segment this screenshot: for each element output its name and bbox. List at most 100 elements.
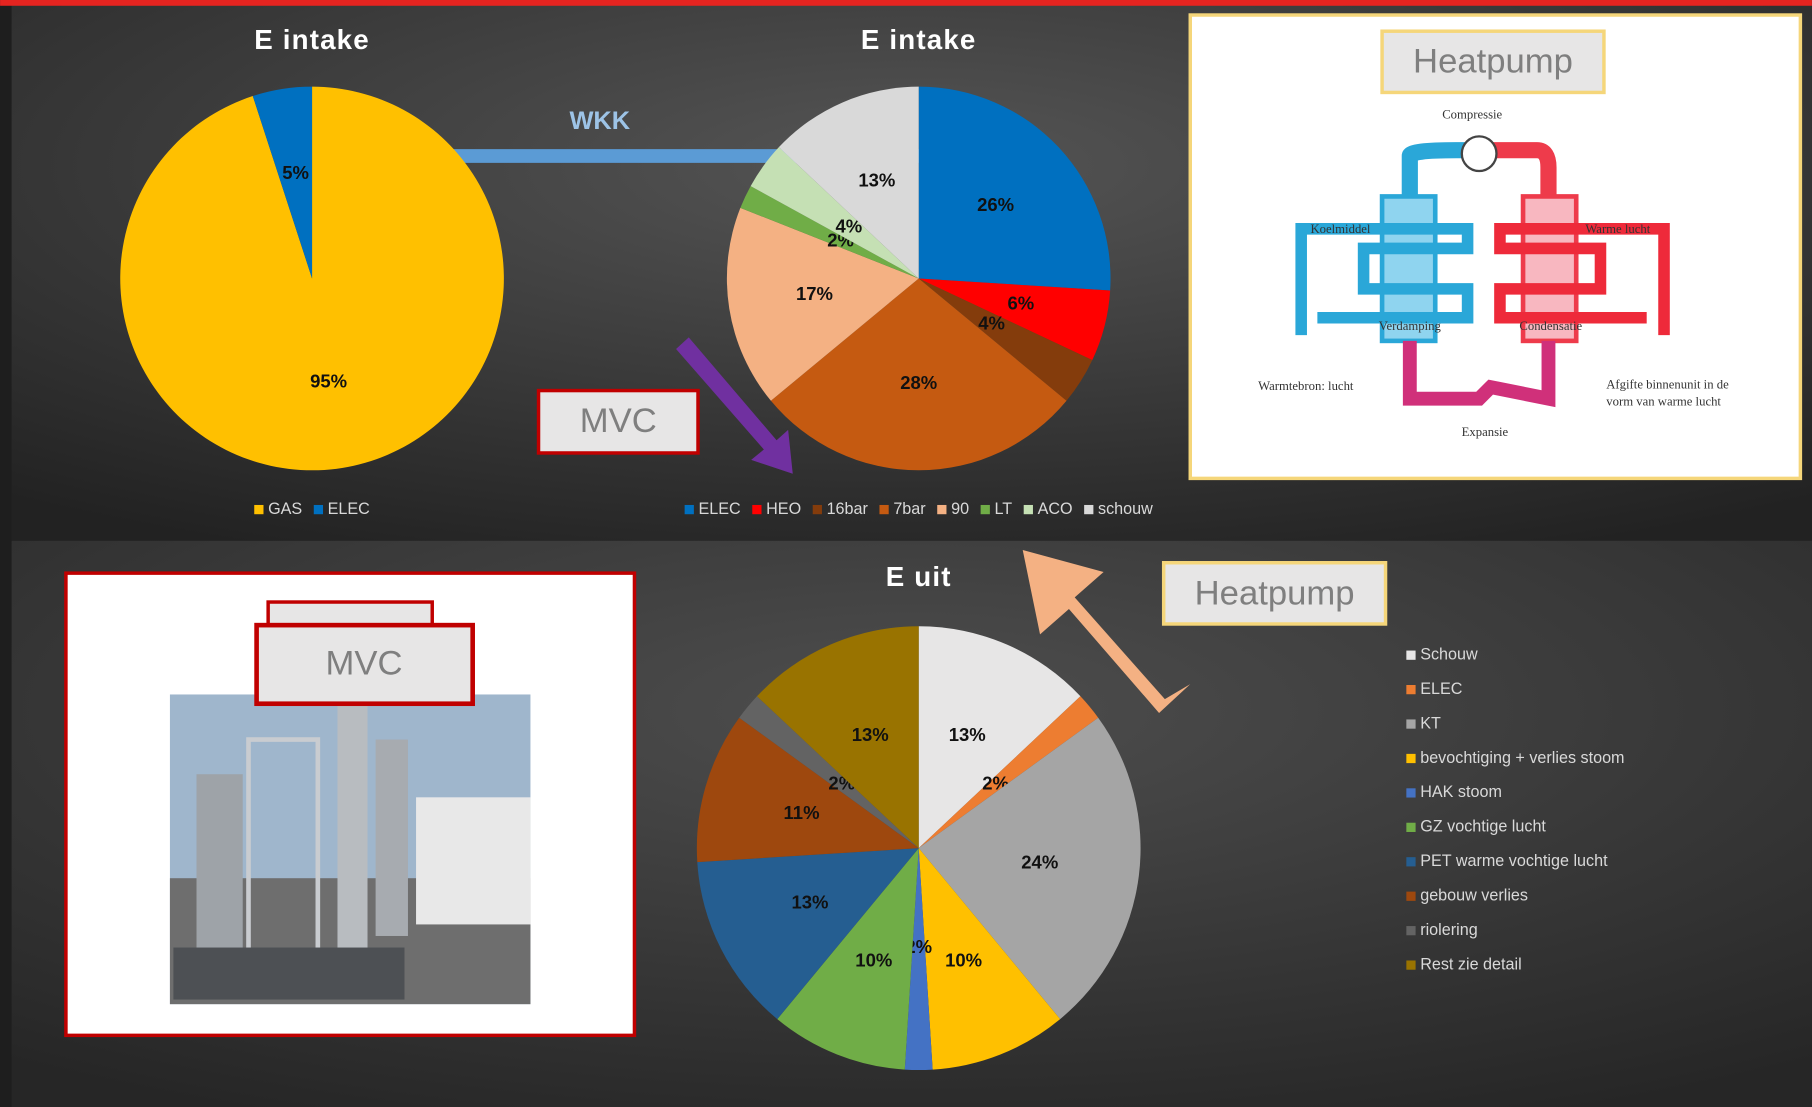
legend-swatch	[1406, 857, 1416, 867]
legend-swatch	[1406, 926, 1416, 936]
legend-swatch	[684, 504, 694, 515]
legend-label: GAS	[268, 500, 302, 518]
pie-slice	[918, 696, 1099, 849]
compressor	[1460, 135, 1498, 173]
arrow	[676, 337, 793, 474]
pie-slice	[756, 626, 919, 849]
plant-photo	[169, 694, 531, 1005]
pie-slice	[726, 207, 919, 401]
photo-column	[337, 704, 368, 971]
legend-swatch	[1406, 753, 1416, 764]
data-label: 11%	[784, 802, 820, 823]
data-label: 10%	[945, 949, 982, 970]
data-label: 28%	[900, 372, 937, 393]
legend-swatch	[1406, 891, 1416, 901]
legend-swatch	[1023, 504, 1033, 515]
pie-slice	[750, 147, 919, 279]
diagram-label: Compressie	[1442, 107, 1502, 121]
top-bar	[0, 0, 1812, 6]
diagram-label: Expansie	[1462, 425, 1509, 439]
pipe	[1401, 142, 1468, 278]
pie-slice	[696, 717, 919, 863]
mvc-label: MVC	[580, 402, 657, 440]
photo-tank	[196, 774, 243, 960]
pie-slice	[918, 86, 1111, 291]
chart-title: E uit	[886, 561, 952, 592]
photo-building	[416, 797, 531, 925]
legend-label: LT	[994, 500, 1012, 518]
pie-slice	[739, 696, 919, 849]
data-label: 4%	[978, 313, 1005, 334]
legend-label: Schouw	[1420, 645, 1478, 663]
legend-swatch	[1406, 822, 1416, 832]
pie-slice	[918, 717, 1141, 1020]
legend-swatch	[1406, 719, 1416, 729]
legend-swatch	[980, 504, 990, 515]
label-box	[536, 388, 700, 455]
diagram-label: Condensatie	[1519, 319, 1582, 333]
legend-label: bevochtiging + verlies stoom	[1420, 749, 1624, 767]
pie-slice	[778, 86, 919, 279]
legend-swatch	[1406, 684, 1416, 695]
chart-title: E intake	[861, 24, 977, 55]
pie-slice	[918, 626, 1081, 849]
data-label: 5%	[282, 162, 309, 183]
legend-label: 7bar	[893, 500, 926, 518]
diagram-label: Koelmiddel	[1310, 222, 1370, 236]
data-label: 10%	[855, 949, 892, 970]
legend-swatch	[1084, 504, 1094, 515]
legend-label: HAK stoom	[1420, 783, 1502, 801]
legend-label: gebouw verlies	[1420, 886, 1528, 904]
pie-slice	[777, 848, 919, 1070]
pie-slice	[697, 848, 919, 1020]
arrow	[402, 138, 957, 174]
legend-label: ELEC	[698, 500, 741, 518]
legend-label: HEO	[766, 500, 801, 518]
diagram-label: Warme lucht	[1585, 222, 1650, 236]
data-label: 4%	[836, 216, 863, 237]
data-label: 26%	[977, 194, 1014, 215]
label-box	[1161, 561, 1388, 626]
data-label: 6%	[1008, 293, 1035, 314]
pie-slice	[918, 278, 1111, 361]
pipe	[1402, 340, 1556, 408]
photo-column	[375, 739, 408, 936]
legend-label: 16bar	[827, 500, 869, 518]
legend-swatch	[812, 504, 822, 515]
pipe	[1490, 142, 1557, 278]
legend-label: KT	[1420, 714, 1441, 732]
legend-label: ACO	[1038, 500, 1073, 518]
pie-slice	[918, 848, 1061, 1070]
wkk-label: WKK	[569, 107, 630, 135]
legend-label: ELEC	[328, 500, 371, 518]
coil	[1295, 223, 1474, 336]
legend-swatch	[1406, 788, 1416, 798]
pie-slice	[740, 186, 919, 279]
legend-swatch	[752, 504, 762, 515]
diagram-label: Afgifte binnenunit in de vorm van warme …	[1606, 377, 1729, 410]
data-label: 17%	[796, 283, 833, 304]
legend-swatch	[313, 504, 324, 515]
data-label: 24%	[1021, 851, 1058, 872]
data-label: 13%	[949, 724, 986, 745]
pie-slice	[904, 848, 933, 1071]
arrow	[1022, 550, 1191, 713]
legend-swatch	[254, 504, 264, 515]
pie-slice	[918, 278, 1093, 401]
coil	[1494, 223, 1670, 336]
diagram-label-box: Afgifte binnenunit in de vorm van warme …	[1606, 377, 1729, 410]
legend-swatch	[1406, 960, 1416, 970]
pie-slice	[770, 278, 1067, 471]
legend-swatch	[879, 504, 889, 515]
legend-swatch	[937, 504, 947, 515]
data-label: 13%	[792, 891, 829, 912]
legend-label: schouw	[1098, 500, 1153, 518]
legend-label: GZ vochtige lucht	[1420, 818, 1546, 836]
chart-title: E intake	[254, 24, 370, 55]
legend-label: Rest zie detail	[1420, 955, 1521, 973]
photo-base	[173, 947, 405, 1000]
legend-label: riolering	[1420, 921, 1477, 939]
label-box	[1380, 29, 1606, 95]
pie-slice	[252, 86, 313, 279]
diagram-label: Verdamping	[1379, 319, 1442, 333]
